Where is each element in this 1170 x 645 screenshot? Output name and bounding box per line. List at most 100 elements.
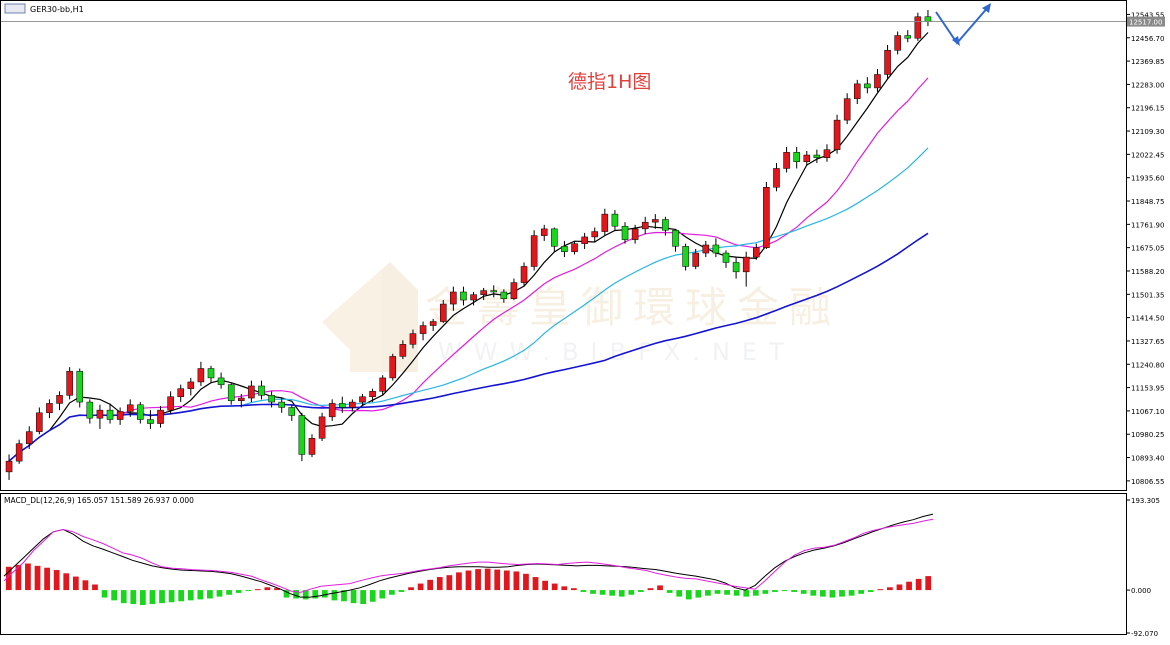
candle-body xyxy=(914,16,922,39)
macd-bar-negative xyxy=(245,590,252,592)
candle-bear xyxy=(460,286,467,306)
macd-bar-negative xyxy=(705,590,711,596)
macd-bar-negative xyxy=(111,590,118,601)
macd-bar-negative xyxy=(839,590,845,597)
macd-bar-positive xyxy=(5,566,12,591)
price-tick-label: 11501.35 xyxy=(1131,291,1164,299)
candle-body xyxy=(530,235,538,267)
candle-body xyxy=(601,213,609,232)
candle-bull xyxy=(450,286,457,311)
candle-bear xyxy=(793,146,800,169)
macd-bar-negative xyxy=(743,590,750,597)
candle-bull xyxy=(884,44,891,79)
candle-body xyxy=(25,431,33,444)
candle-bull xyxy=(641,216,649,235)
candle-bull xyxy=(409,329,417,349)
macd-bar-negative xyxy=(360,590,367,605)
candle-body xyxy=(591,231,599,238)
macd-bar-negative xyxy=(379,590,386,599)
macd-bar-negative xyxy=(369,590,376,602)
candle-bear xyxy=(338,396,346,413)
candle-body xyxy=(742,256,750,273)
candle-body xyxy=(126,404,134,412)
macd-bar-positive xyxy=(417,583,424,591)
candle-bull xyxy=(540,224,548,241)
candle-bull xyxy=(783,146,790,173)
candle-body xyxy=(439,303,447,322)
macd-bar-positive xyxy=(72,576,79,591)
candle-bull xyxy=(439,300,447,323)
candle-bull xyxy=(843,93,851,125)
watermark-logo xyxy=(322,262,418,372)
forecast-arrow xyxy=(935,3,991,46)
candle-bull xyxy=(36,407,43,435)
candle-body xyxy=(480,290,487,295)
price-axis: 12543.55 12456.70 12369.85 12283.00 12196.15… xyxy=(1126,11,1164,486)
macd-bar-negative xyxy=(130,590,137,605)
macd-bar-negative xyxy=(312,590,319,599)
candle-bear xyxy=(662,216,669,236)
candle-bull xyxy=(480,287,487,301)
macd-bar-negative xyxy=(762,590,769,594)
price-tick-label: 11414.50 xyxy=(1131,315,1164,323)
macd-bar-positive xyxy=(494,569,501,591)
macd-bar-positive xyxy=(408,587,414,591)
macd-bar-positive xyxy=(896,584,903,591)
macd-signal-line xyxy=(3,518,934,593)
macd-bar-negative xyxy=(139,590,146,606)
candle-body xyxy=(227,384,235,401)
price-tick-label: 12022.45 xyxy=(1131,151,1164,159)
candle-body xyxy=(238,397,245,401)
candle-body xyxy=(56,395,63,404)
candle-body xyxy=(732,262,740,273)
macd-bar-negative xyxy=(149,590,156,605)
macd-bar-negative xyxy=(187,590,194,601)
candle-body xyxy=(409,333,417,345)
macd-bar-negative xyxy=(638,590,644,592)
macd-bar-positive xyxy=(887,587,893,591)
candle-bear xyxy=(551,227,558,252)
candle-body xyxy=(46,403,53,414)
candle-bear xyxy=(227,383,235,405)
macd-line xyxy=(3,513,934,598)
price-panel-frame xyxy=(0,0,1127,491)
macd-bar-negative xyxy=(791,590,798,592)
price-tick-label: 11240.80 xyxy=(1131,361,1164,369)
candle-bull xyxy=(773,163,780,192)
macd-bar-positive xyxy=(542,580,548,591)
macd-bar-positive xyxy=(570,588,577,591)
candle-bull xyxy=(238,394,245,408)
macd-tick-label: -92.070 xyxy=(1131,630,1158,638)
candle-bear xyxy=(76,368,84,408)
candle-body xyxy=(571,243,578,252)
macd-bar-positive xyxy=(44,567,50,591)
price-tick-label: 11935.60 xyxy=(1131,175,1164,183)
macd-bar-negative xyxy=(580,590,587,592)
candle-body xyxy=(611,213,619,227)
ma-mid-line xyxy=(8,77,929,462)
candle-body xyxy=(470,294,477,301)
macd-bar-positive xyxy=(53,570,60,591)
macd-bar-negative xyxy=(321,590,328,598)
candle-body xyxy=(278,401,285,408)
price-tick-label: 11588.20 xyxy=(1131,268,1164,276)
candle-bull xyxy=(66,367,73,400)
price-tick-label: 11848.75 xyxy=(1131,198,1164,206)
candle-bear xyxy=(288,404,296,421)
candle-bear xyxy=(611,210,619,231)
candle-bull xyxy=(510,278,518,301)
macd-bar-negative xyxy=(216,590,223,597)
macd-bar-negative xyxy=(302,590,309,600)
macd-bar-negative xyxy=(752,590,759,596)
candle-body xyxy=(510,282,518,299)
macd-bar-negative xyxy=(178,590,185,602)
price-tick-label: 12196.15 xyxy=(1131,105,1164,113)
candle-body xyxy=(722,252,730,263)
candle-bull xyxy=(692,249,699,270)
candle-body xyxy=(884,50,891,75)
candle-bull xyxy=(833,114,841,154)
macd-bar-positive xyxy=(254,589,261,591)
candle-bull xyxy=(520,262,528,287)
macd-bar-negative xyxy=(819,590,826,597)
